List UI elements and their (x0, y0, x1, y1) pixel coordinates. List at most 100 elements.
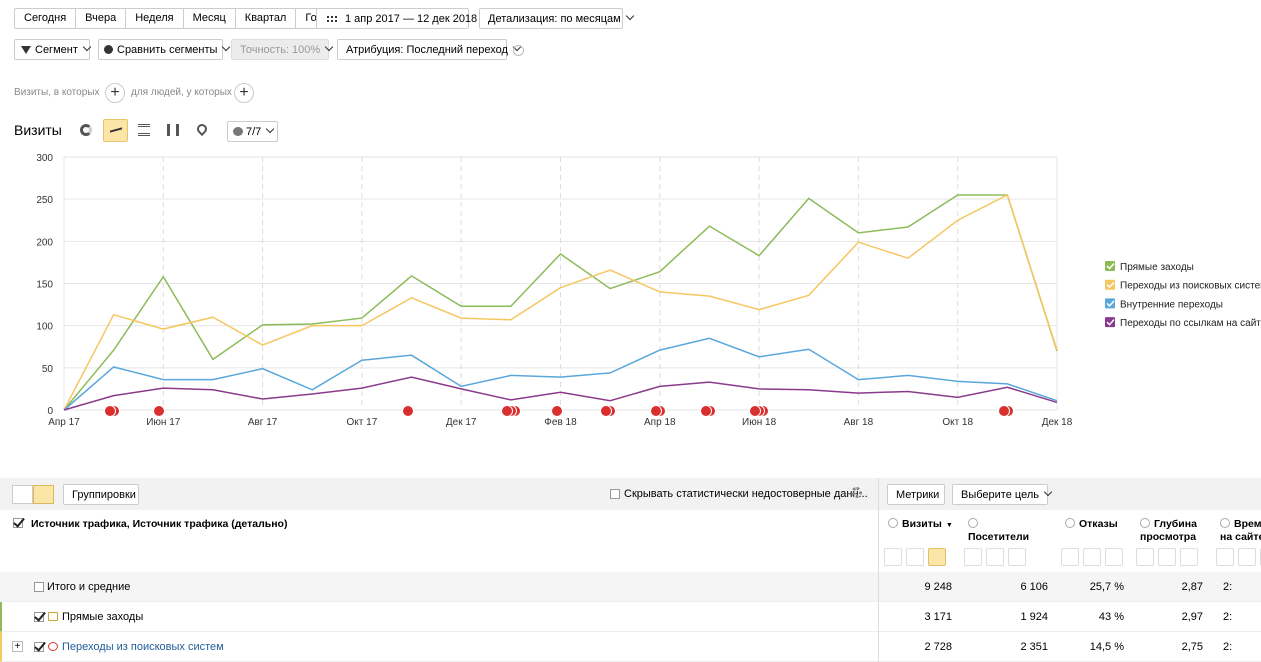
add-condition[interactable]: + (105, 83, 125, 103)
tree-view[interactable] (33, 485, 54, 504)
accuracy-button: Точность: 100% (231, 39, 329, 60)
period-button[interactable]: Месяц (183, 8, 236, 29)
annotation-marker (104, 405, 116, 417)
period-button[interactable]: Вчера (76, 8, 127, 29)
table-cell: 2: (1223, 641, 1233, 653)
bar-view[interactable] (167, 124, 179, 136)
expand-button[interactable]: + (12, 641, 23, 652)
period-button[interactable]: Квартал (235, 8, 297, 29)
table-cell: 2 351 (1020, 641, 1048, 653)
column-tool[interactable] (1180, 548, 1198, 566)
y-tick-label: 0 (47, 406, 53, 417)
column-tool[interactable] (1061, 548, 1079, 566)
column-tool[interactable] (986, 548, 1004, 566)
line-view[interactable] (103, 119, 128, 142)
series-line (63, 193, 1058, 411)
table-cell: 2: (1223, 611, 1233, 623)
hide-unreliable-checkbox[interactable] (610, 489, 620, 499)
sort-arrow: ▼ (945, 522, 953, 529)
x-tick-label: Окт 17 (347, 417, 378, 428)
row-name: Итого и средние (47, 581, 131, 593)
x-tick-label: Окт 18 (942, 417, 973, 428)
column-tool[interactable] (964, 548, 982, 566)
x-tick-label: Дек 18 (1042, 417, 1073, 428)
groupings-button[interactable]: Группировки (63, 484, 139, 505)
table-cell: 1 924 (1020, 611, 1048, 623)
conditions-visits: Визиты, в которых (14, 87, 100, 98)
info-icon (1220, 518, 1230, 528)
column-header[interactable]: Посетители (968, 518, 1038, 544)
separator (878, 478, 879, 510)
period-button[interactable]: Сегодня (14, 8, 77, 29)
x-tick-label: Фев 18 (544, 417, 577, 428)
column-tool[interactable] (1008, 548, 1026, 566)
segment-button[interactable]: Сегмент (14, 39, 90, 60)
row-name[interactable]: Переходы из поисковых систем (62, 641, 224, 653)
column-header[interactable]: Глубина просмотра (1140, 518, 1210, 544)
help-icon[interactable] (513, 45, 524, 56)
goal-button[interactable]: Выберите цель (952, 484, 1048, 505)
row-checkbox[interactable] (34, 612, 44, 622)
dimension-checkbox[interactable] (13, 518, 23, 528)
annotation-marker (402, 405, 414, 417)
legend-label: Переходы из поисковых систем (1120, 281, 1261, 292)
column-tool[interactable] (1238, 548, 1256, 566)
x-tick-label: Дек 17 (446, 417, 477, 428)
annotations-count: 7/7 (246, 126, 262, 138)
row-checkbox[interactable] (34, 642, 44, 652)
column-tool[interactable] (906, 548, 924, 566)
column-tool[interactable] (1216, 548, 1234, 566)
y-tick-label: 50 (42, 364, 54, 375)
column-tool[interactable] (928, 548, 946, 566)
detail-label: Детализация: по месяцам (488, 13, 621, 25)
legend-swatch (1105, 317, 1115, 328)
line-icon (110, 127, 122, 136)
legend-check (1106, 281, 1115, 289)
row-checkbox[interactable] (34, 582, 44, 592)
area-view[interactable] (138, 124, 150, 136)
divider (878, 602, 879, 632)
legend-check (1106, 262, 1115, 270)
column-title: Отказы (1079, 518, 1118, 530)
column-header[interactable]: Время на сайте (1220, 518, 1261, 544)
comment-icon (233, 127, 243, 136)
period-button[interactable]: Неделя (126, 8, 184, 29)
column-title: Посетители (968, 531, 1030, 543)
table-cell: 2,97 (1181, 611, 1203, 623)
detail-button[interactable]: Детализация: по месяцам (479, 8, 623, 29)
table-row: + Переходы из поисковых систем 2 728 2 351 1… (0, 632, 1261, 662)
x-tick-label: Июн 17 (146, 417, 181, 428)
map-view[interactable] (194, 121, 210, 137)
legend-label: Переходы по ссылкам на сайтах (1120, 318, 1261, 329)
divider (878, 572, 879, 602)
annotation-marker (600, 405, 612, 417)
list-view[interactable] (12, 485, 33, 504)
column-tool[interactable] (1105, 548, 1123, 566)
hide-unreliable-label: Скрывать статистически недостоверные дан… (624, 488, 868, 500)
column-tool[interactable] (1158, 548, 1176, 566)
column-tool[interactable] (1083, 548, 1101, 566)
annotations-button[interactable]: 7/7 (227, 121, 278, 142)
y-tick-label: 150 (36, 280, 53, 291)
info-icon (1065, 518, 1075, 528)
compare-button[interactable]: Сравнить сегменты (98, 39, 223, 60)
attribution-button[interactable]: Атрибуция: Последний переход (337, 39, 508, 60)
column-tool[interactable] (884, 548, 902, 566)
legend-swatch (1105, 298, 1115, 309)
annotation-marker (153, 405, 165, 417)
settings-icon[interactable] (851, 487, 862, 498)
date-range-button[interactable]: 1 апр 2017 — 12 дек 2018 (316, 8, 477, 29)
metrics-label: Метрики (896, 489, 940, 501)
x-tick-label: Апр 18 (644, 417, 676, 428)
pie-view[interactable] (80, 124, 92, 136)
legend-check (1106, 319, 1115, 326)
column-header[interactable]: Визиты ▼ (888, 518, 958, 532)
column-header[interactable]: Отказы (1065, 518, 1135, 531)
series-line (63, 376, 1058, 411)
table-cell: 2 728 (924, 641, 952, 653)
column-tool[interactable] (1136, 548, 1154, 566)
add-condition[interactable]: + (234, 83, 254, 103)
segment-label: Сегмент (35, 44, 78, 56)
metrics-button[interactable]: Метрики (887, 484, 945, 505)
